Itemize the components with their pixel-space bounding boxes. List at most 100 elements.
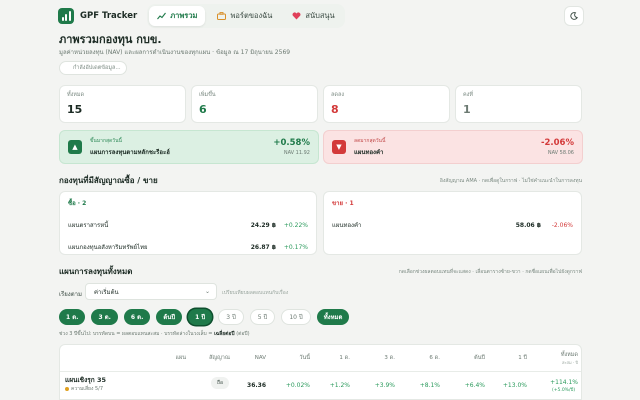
period-note: ช่วง 3 ปีขึ้นไป: บรรทัดบน = ผลตอบแทนสะสม…: [59, 330, 250, 338]
period-chip-1m[interactable]: 1 ด.: [59, 309, 86, 325]
period-note-emphasis: เฉลี่ยต่อปี: [214, 331, 235, 337]
top-loser-card[interactable]: ▼ ลดมากสุดวันนี้ แผนทองคำ -2.06% NAV 58.…: [323, 130, 583, 164]
list-item[interactable]: แผนตราสารหนี้ 24.29 ฿ +0.22%: [68, 220, 308, 230]
period-chip-1y[interactable]: 1 ปี: [188, 309, 213, 325]
sort-label: เรียงตาม: [59, 291, 82, 298]
plan-name-link[interactable]: แผนเชิงรุก 35: [65, 376, 106, 384]
period-chip-10y[interactable]: 10 ปี: [281, 309, 311, 325]
top-loser-pct: -2.06%: [540, 138, 574, 148]
top-gainer-card[interactable]: ▲ ขึ้นมากสุดวันนี้ แผนการลงทุนตามหลักชะร…: [59, 130, 319, 164]
plan-risk: ความเสี่ยง 5/7: [65, 385, 103, 393]
update-data-button[interactable]: กำลังอัปเดตข้อมูล...: [59, 61, 127, 75]
return-3m: +3.9%: [374, 381, 395, 389]
signal-fund-price: 58.06 ฿: [515, 221, 541, 229]
chart-logo-icon: [58, 8, 74, 24]
moon-icon: [570, 12, 578, 20]
period-note-suffix: (ต่อปี): [234, 331, 250, 337]
stat-card-unchanged: คงที่ 1: [455, 85, 582, 123]
stat-value: 6: [199, 103, 207, 116]
sell-signals-header: ขาย · 1: [332, 200, 354, 207]
top-gainer-name: แผนการลงทุนตามหลักชะรีอะฮ์: [90, 149, 170, 156]
arrow-down-icon: ▼: [332, 140, 346, 154]
period-chip-ytd[interactable]: ต้นปี: [156, 309, 183, 325]
tab-overview-label: ภาพรวม: [170, 11, 198, 20]
col-header-today[interactable]: วันนี้: [299, 355, 310, 361]
nav-value: 36.36: [247, 381, 266, 389]
sort-value: ค่าเริ่มต้น: [94, 288, 119, 296]
list-item[interactable]: แผนทองคำ 58.06 ฿ -2.06%: [332, 220, 573, 230]
sell-signals-card: ขาย · 1 แผนทองคำ 58.06 ฿ -2.06%: [323, 191, 582, 255]
stat-card-up: เพิ่มขึ้น 6: [191, 85, 318, 123]
col-header-plan[interactable]: แผน: [175, 355, 186, 361]
stat-card-total: ทั้งหมด 15: [59, 85, 186, 123]
period-chips: 1 ด. 3 ด. 6 ด. ต้นปี 1 ปี 3 ปี 5 ปี 10 ป…: [59, 309, 350, 325]
signals-note: อิงสัญญาณ AMA · กดเพื่อดูในกราฟ · ไม่ใช่…: [439, 178, 582, 184]
page-subtitle: มูลค่าหน่วยลงทุน (NAV) และผลการดำเนินงาน…: [59, 49, 291, 56]
col-header-nav[interactable]: NAV: [254, 355, 266, 361]
header-divider: [60, 371, 581, 372]
tab-overview[interactable]: ภาพรวม: [149, 6, 206, 26]
stat-label: ทั้งหมด: [67, 92, 85, 98]
col-header-1y[interactable]: 1 ปี: [518, 355, 527, 361]
period-chip-3m[interactable]: 3 ด.: [91, 309, 118, 325]
list-item[interactable]: แผนกองทุนอสังหาริมทรัพย์ไทย 26.87 ฿ +0.1…: [68, 242, 308, 252]
arrow-up-icon: ▲: [68, 140, 82, 154]
plans-note: กดเลือกช่วงผลตอบแทนที่จะแสดง · เลื่อนตาร…: [398, 269, 582, 275]
buy-signals-header: ซื้อ · 2: [68, 200, 87, 207]
briefcase-icon: [217, 12, 227, 20]
main-nav: ภาพรวม พอร์ตของฉัน สนับสนุน: [147, 4, 345, 28]
chevron-down-icon: ⌄: [204, 288, 210, 295]
sort-hint: เปรียบเทียบผลตอบแทนกับเรื่อง: [222, 290, 289, 296]
return-ytd: +6.4%: [464, 381, 485, 389]
col-header-ytd[interactable]: ต้นปี: [474, 355, 485, 361]
col-header-signal[interactable]: สัญญาณ: [209, 355, 230, 361]
col-header-3m[interactable]: 3 ด.: [384, 355, 395, 361]
line-chart-icon: [157, 12, 167, 20]
stat-value: 15: [67, 103, 83, 116]
top-loser-caption: ลดมากสุดวันนี้: [354, 138, 386, 144]
heart-icon: [292, 12, 301, 20]
signal-fund-change: -2.06%: [551, 221, 573, 229]
return-6m: +8.1%: [419, 381, 440, 389]
return-all-annual: (+5.0%/ปี): [552, 388, 576, 393]
top-gainer-pct: +0.58%: [273, 138, 310, 148]
top-gainer-nav: NAV 11.92: [283, 150, 310, 156]
tab-support[interactable]: สนับสนุน: [284, 6, 342, 26]
update-data-label: กำลังอัปเดตข้อมูล...: [73, 65, 121, 71]
top-loser-name: แผนทองคำ: [354, 149, 384, 156]
stat-value: 8: [331, 103, 339, 116]
tab-my-portfolio[interactable]: พอร์ตของฉัน: [209, 6, 280, 26]
signal-fund-change: +0.22%: [283, 221, 308, 229]
plans-table: แผน สัญญาณ NAV วันนี้ 1 ด. 3 ด. 6 ด. ต้น…: [59, 344, 582, 400]
stat-card-down: ลดลง 8: [323, 85, 450, 123]
col-header-all-sub: สะสม · ปี: [561, 359, 578, 365]
app-name: GPF Tracker: [80, 11, 138, 21]
return-all: +114.1%: [550, 378, 578, 386]
col-header-1m[interactable]: 1 ด.: [339, 355, 350, 361]
signal-fund-change: +0.17%: [283, 243, 308, 251]
top-bar: GPF Tracker ภาพรวม พอร์ตของฉัน สนับสนุน: [52, 2, 588, 30]
col-header-all[interactable]: ทั้งหมด สะสม · ปี: [540, 345, 578, 371]
signal-badge: ถือ: [211, 377, 229, 389]
tab-support-label: สนับสนุน: [305, 11, 335, 20]
sort-select[interactable]: ค่าเริ่มต้น ⌄: [85, 283, 217, 300]
period-chip-all[interactable]: ทั้งหมด: [316, 309, 350, 325]
theme-toggle-button[interactable]: [564, 6, 584, 26]
risk-dot-icon: [65, 387, 69, 391]
return-today: +0.02%: [285, 381, 310, 389]
period-chip-6m[interactable]: 6 ด.: [123, 309, 151, 325]
stat-label: เพิ่มขึ้น: [199, 92, 216, 98]
top-loser-nav: NAV 58.06: [547, 150, 574, 156]
col-header-6m[interactable]: 6 ด.: [429, 355, 440, 361]
col-header-all-label: ทั้งหมด: [560, 351, 578, 358]
period-chip-5y[interactable]: 5 ปี: [249, 309, 276, 325]
signal-fund-price: 26.87 ฿: [250, 243, 276, 251]
page-title: ภาพรวมกองทุน กบข.: [59, 33, 162, 46]
stat-label: คงที่: [463, 92, 473, 98]
period-chip-3y[interactable]: 3 ปี: [218, 309, 244, 325]
tab-my-portfolio-label: พอร์ตของฉัน: [230, 11, 273, 20]
signals-title: กองทุนที่มีสัญญาณซื้อ / ขาย: [59, 176, 158, 185]
stat-label: ลดลง: [331, 92, 344, 98]
buy-signals-card: ซื้อ · 2 แผนตราสารหนี้ 24.29 ฿ +0.22% แผ…: [59, 191, 317, 255]
stat-value: 1: [463, 103, 471, 116]
